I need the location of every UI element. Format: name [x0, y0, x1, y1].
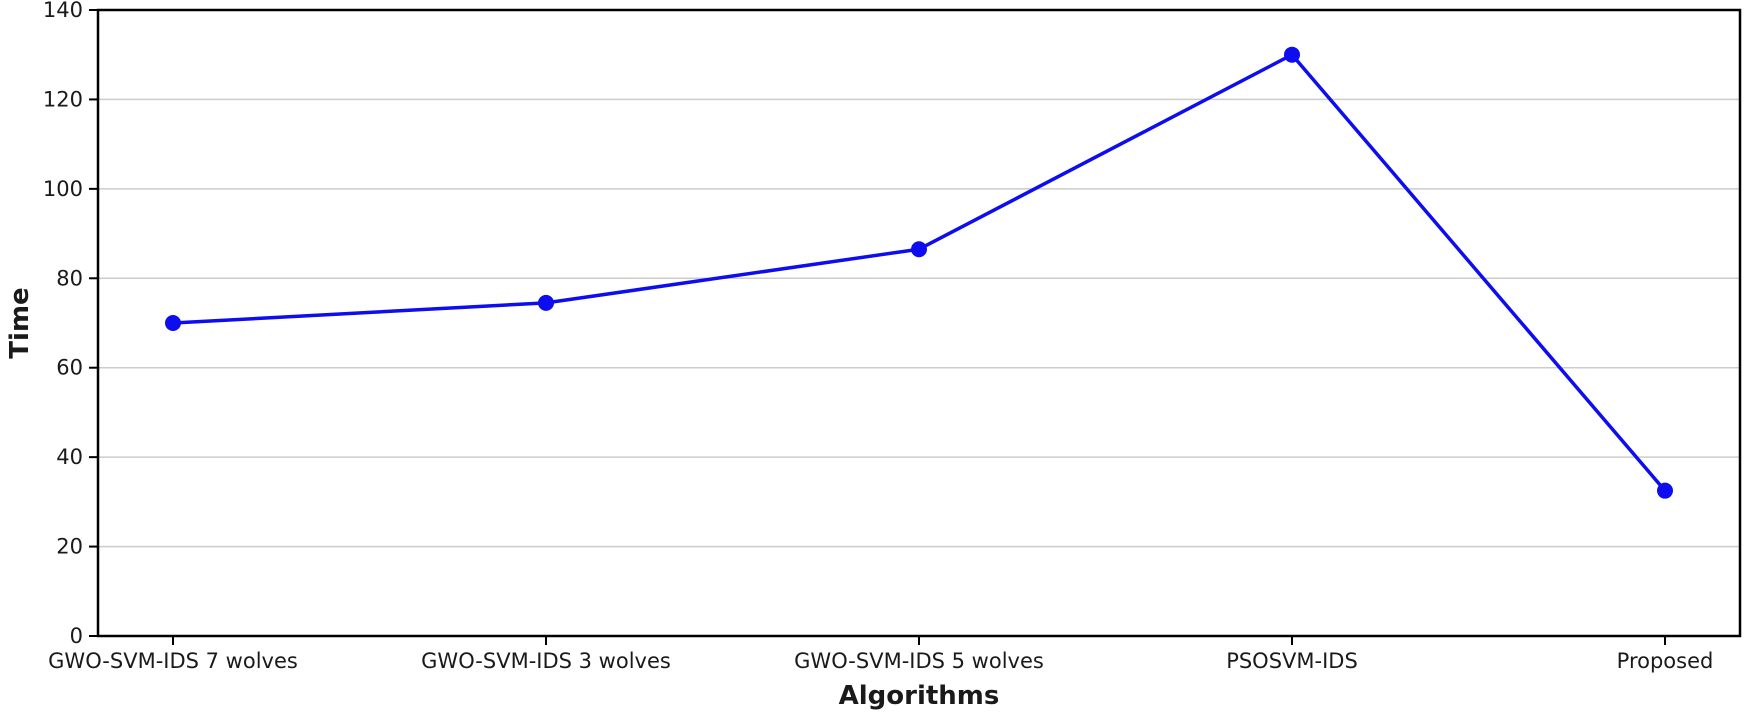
x-axis-title: Algorithms	[839, 681, 1000, 711]
x-tick-label: GWO-SVM-IDS 7 wolves	[48, 649, 298, 673]
data-point	[1657, 482, 1673, 499]
data-point	[538, 294, 554, 311]
data-point	[911, 241, 927, 258]
y-axis-title: Time	[5, 287, 35, 358]
x-tick-label: Proposed	[1617, 649, 1714, 673]
y-tick-label: 0	[70, 624, 83, 648]
data-point	[1284, 46, 1300, 63]
plot-border	[96, 8, 1742, 638]
data-point	[165, 315, 181, 331]
y-tick-label: 100	[43, 177, 83, 201]
series-layer	[165, 46, 1673, 499]
y-tick-label: 120	[43, 87, 83, 111]
axes-spines-layer	[96, 8, 1742, 638]
x-tick-label: GWO-SVM-IDS 3 wolves	[421, 649, 671, 673]
ticks-layer: 0 20 40 60 80 100 120 140 GWO-SVM-IDS 7 wolves GW…	[43, 0, 1713, 673]
y-tick-label: 20	[56, 535, 83, 559]
y-tick-label: 60	[56, 356, 83, 380]
x-tick-label: GWO-SVM-IDS 5 wolves	[794, 649, 1044, 673]
series-line	[171, 52, 1667, 493]
y-tick-label: 140	[43, 0, 83, 22]
y-tick-label: 40	[56, 445, 83, 469]
x-tick-label: PSOSVM-IDS	[1226, 649, 1358, 673]
y-tick-label: 80	[56, 266, 83, 290]
gridlines-layer	[98, 98, 1740, 548]
